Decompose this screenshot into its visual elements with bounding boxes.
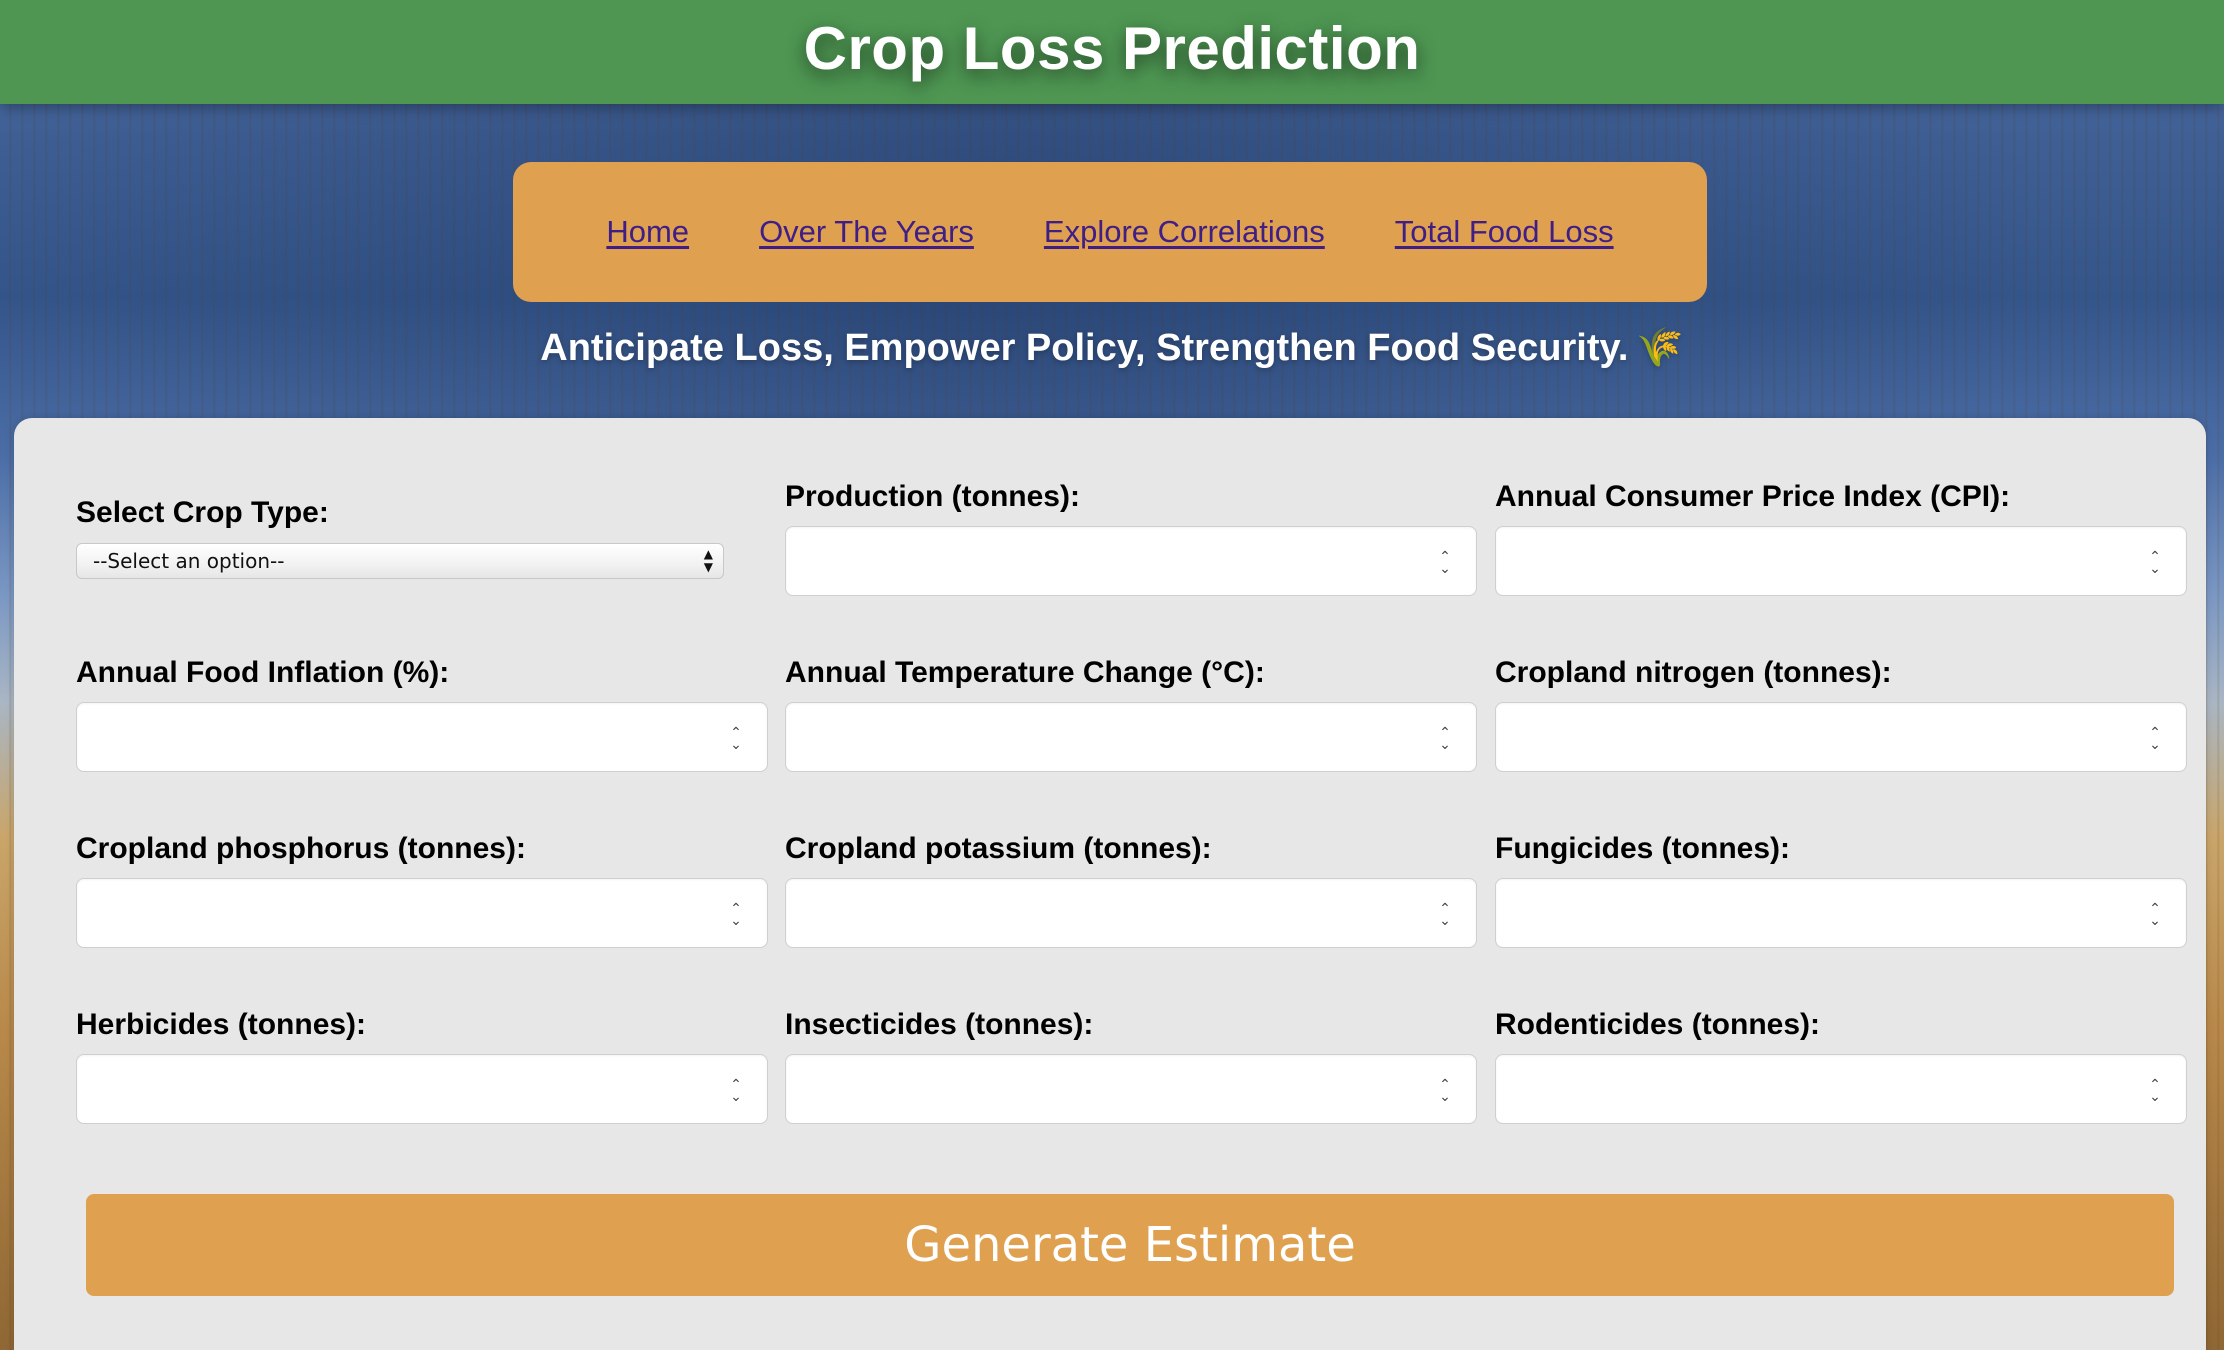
production-label: Production (tonnes): bbox=[785, 480, 1080, 513]
nav-link-total-food-loss[interactable]: Total Food Loss bbox=[1394, 214, 1614, 249]
cropland-potassium-input[interactable]: ⌃ ⌄ bbox=[785, 878, 1477, 948]
stepper-icon[interactable]: ⌃ ⌄ bbox=[2149, 900, 2161, 928]
tagline-text: Anticipate Loss, Empower Policy, Strengt… bbox=[540, 327, 1629, 369]
rodenticides-label: Rodenticides (tonnes): bbox=[1495, 1008, 1821, 1041]
crop-type-select[interactable]: --Select an option-- ▲ ▼ bbox=[76, 543, 724, 579]
fungicides-field: Fungicides (tonnes): bbox=[1495, 832, 1790, 866]
stepper-icon[interactable]: ⌃ ⌄ bbox=[2149, 1076, 2161, 1104]
stepper-icon[interactable]: ⌃ ⌄ bbox=[1439, 724, 1451, 752]
nav-link-over-the-years[interactable]: Over The Years bbox=[759, 214, 974, 249]
herbicides-field: Herbicides (tonnes): bbox=[76, 1008, 366, 1042]
stepper-icon[interactable]: ⌃ ⌄ bbox=[1439, 1076, 1451, 1104]
select-arrows-icon: ▲ ▼ bbox=[703, 547, 713, 574]
page-title: Crop Loss Prediction bbox=[803, 14, 1421, 82]
fungicides-label: Fungicides (tonnes): bbox=[1495, 832, 1790, 865]
temperature-change-field: Annual Temperature Change (°C): bbox=[785, 656, 1265, 690]
crop-type-field: Select Crop Type: bbox=[76, 496, 329, 530]
stepper-icon[interactable]: ⌃ ⌄ bbox=[730, 724, 742, 752]
cropland-nitrogen-field: Cropland nitrogen (tonnes): bbox=[1495, 656, 1892, 690]
stepper-icon[interactable]: ⌃ ⌄ bbox=[1439, 548, 1451, 576]
food-inflation-field: Annual Food Inflation (%): bbox=[76, 656, 449, 690]
cpi-label: Annual Consumer Price Index (CPI): bbox=[1495, 480, 2011, 513]
cpi-input[interactable]: ⌃ ⌄ bbox=[1495, 526, 2187, 596]
stepper-icon[interactable]: ⌃ ⌄ bbox=[2149, 724, 2161, 752]
production-input[interactable]: ⌃ ⌄ bbox=[785, 526, 1477, 596]
crop-type-label: Select Crop Type: bbox=[76, 496, 329, 529]
stepper-icon[interactable]: ⌃ ⌄ bbox=[730, 1076, 742, 1104]
cropland-phosphorus-field: Cropland phosphorus (tonnes): bbox=[76, 832, 526, 866]
crop-type-selected-value: --Select an option-- bbox=[93, 549, 285, 573]
temperature-change-label: Annual Temperature Change (°C): bbox=[785, 656, 1265, 689]
herbicides-input[interactable]: ⌃ ⌄ bbox=[76, 1054, 768, 1124]
cropland-potassium-label: Cropland potassium (tonnes): bbox=[785, 832, 1212, 865]
insecticides-field: Insecticides (tonnes): bbox=[785, 1008, 1093, 1042]
insecticides-label: Insecticides (tonnes): bbox=[785, 1008, 1094, 1041]
food-inflation-label: Annual Food Inflation (%): bbox=[76, 656, 450, 689]
stepper-icon[interactable]: ⌃ ⌄ bbox=[1439, 900, 1451, 928]
production-field: Production (tonnes): bbox=[785, 480, 1080, 514]
temperature-change-input[interactable]: ⌃ ⌄ bbox=[785, 702, 1477, 772]
header-bar: Crop Loss Prediction bbox=[0, 0, 2224, 104]
nav-link-explore-correlations[interactable]: Explore Correlations bbox=[1043, 214, 1325, 249]
tagline: Anticipate Loss, Empower Policy, Strengt… bbox=[0, 326, 2224, 370]
nav-link-home[interactable]: Home bbox=[606, 214, 690, 249]
food-inflation-input[interactable]: ⌃ ⌄ bbox=[76, 702, 768, 772]
cropland-phosphorus-label: Cropland phosphorus (tonnes): bbox=[76, 832, 526, 865]
cropland-nitrogen-input[interactable]: ⌃ ⌄ bbox=[1495, 702, 2187, 772]
cropland-potassium-field: Cropland potassium (tonnes): bbox=[785, 832, 1212, 866]
herbicides-label: Herbicides (tonnes): bbox=[76, 1008, 367, 1041]
cropland-nitrogen-label: Cropland nitrogen (tonnes): bbox=[1495, 656, 1892, 689]
insecticides-input[interactable]: ⌃ ⌄ bbox=[785, 1054, 1477, 1124]
fungicides-input[interactable]: ⌃ ⌄ bbox=[1495, 878, 2187, 948]
nav-bar: Home Over The Years Explore Correlations… bbox=[513, 162, 1707, 302]
cropland-phosphorus-input[interactable]: ⌃ ⌄ bbox=[76, 878, 768, 948]
cpi-field: Annual Consumer Price Index (CPI): bbox=[1495, 480, 2010, 514]
wheat-icon: 🌾 bbox=[1636, 327, 1684, 369]
stepper-icon[interactable]: ⌃ ⌄ bbox=[2149, 548, 2161, 576]
rodenticides-field: Rodenticides (tonnes): bbox=[1495, 1008, 1820, 1042]
stepper-icon[interactable]: ⌃ ⌄ bbox=[730, 900, 742, 928]
rodenticides-input[interactable]: ⌃ ⌄ bbox=[1495, 1054, 2187, 1124]
generate-estimate-button[interactable]: Generate Estimate bbox=[86, 1194, 2174, 1296]
